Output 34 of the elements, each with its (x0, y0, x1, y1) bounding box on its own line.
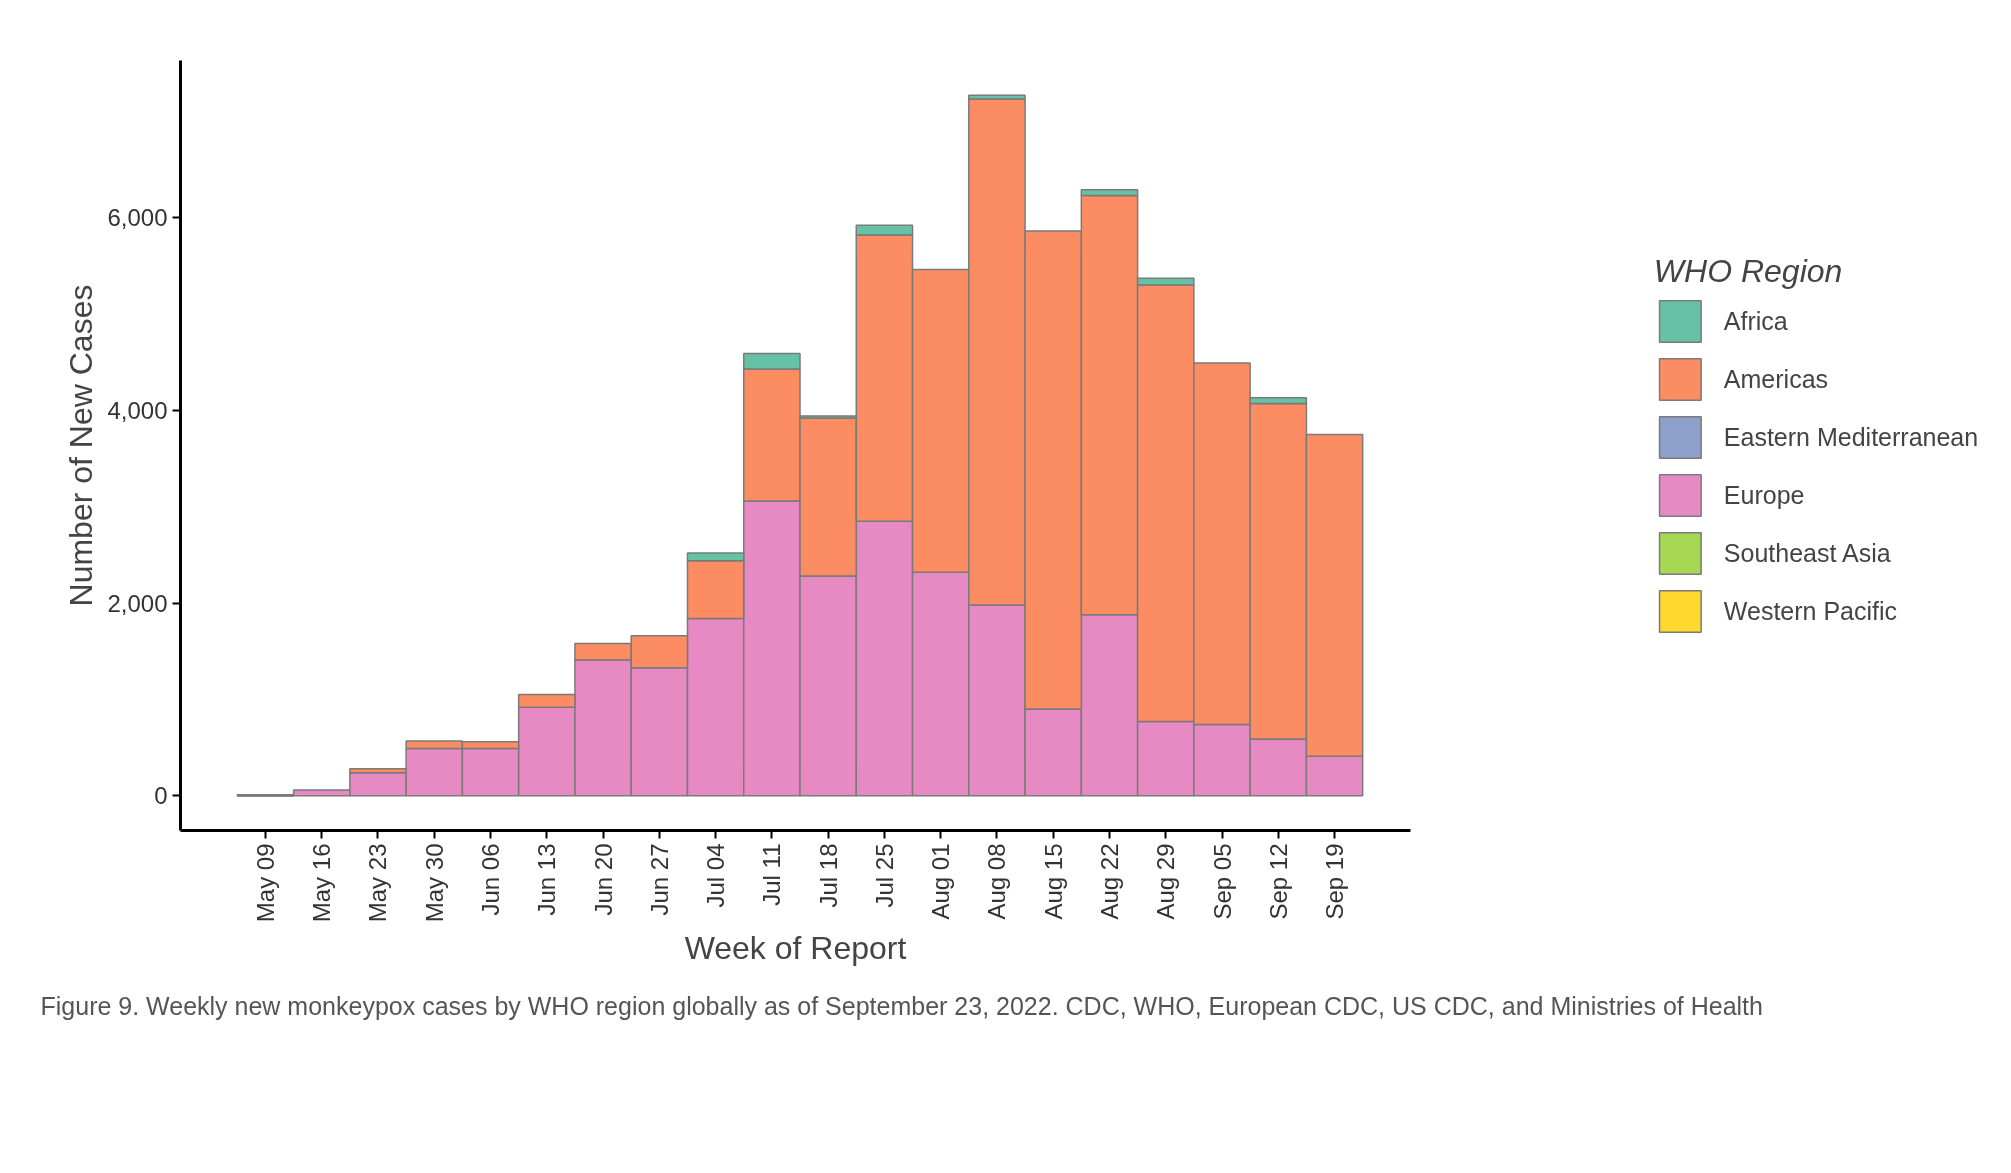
x-tick-label: Aug 15 (1039, 843, 1067, 920)
y-tick-label: 0 (154, 782, 168, 810)
x-tick-label: May 09 (251, 843, 279, 923)
x-tick-label: Aug 22 (1095, 843, 1123, 920)
x-tick-label: May 23 (364, 843, 392, 923)
x-tick-label: May 30 (420, 843, 448, 923)
x-tick-label: May 16 (308, 843, 336, 923)
x-tick-label: Aug 29 (1152, 843, 1180, 920)
y-tick-label: 6,000 (107, 204, 168, 232)
x-tick-label: Jun 06 (477, 843, 505, 916)
legend-label: Eastern Mediterranean (1723, 422, 1979, 452)
x-axis-title: Week of Report (684, 930, 907, 967)
y-tick-label: 4,000 (107, 396, 168, 424)
legend-label: Western Pacific (1723, 596, 1898, 626)
x-tick-label: Aug 08 (983, 843, 1011, 920)
legend-title: WHO Region (1653, 253, 1844, 290)
x-tick-label: Sep 12 (1264, 843, 1292, 920)
x-tick-label: Jun 20 (589, 843, 617, 916)
legend-label: Americas (1723, 364, 1829, 394)
legend-label: Europe (1723, 480, 1805, 510)
y-tick-label: 2,000 (107, 589, 168, 617)
x-tick-label: Sep 05 (1208, 843, 1236, 920)
caption: Figure 9. Weekly new monkeypox cases by WHO region globally as of September 23, 2022. CDC, WHO, European CDC, US CDC, and Ministries of Health (40, 991, 1763, 1020)
legend-label: Africa (1723, 306, 1788, 336)
x-tick-label: Aug 01 (927, 843, 955, 920)
x-tick-label: Sep 19 (1321, 843, 1349, 920)
legend-label: Southeast Asia (1723, 538, 1891, 568)
x-tick-label: Jul 25 (870, 843, 898, 908)
x-tick-label: Jul 04 (702, 843, 730, 908)
x-tick-label: Jun 27 (645, 843, 673, 916)
y-axis-title: Number of New Cases (63, 284, 100, 607)
x-tick-label: Jun 13 (533, 843, 561, 916)
x-tick-label: Jul 18 (814, 843, 842, 908)
x-tick-label: Jul 11 (758, 843, 786, 906)
